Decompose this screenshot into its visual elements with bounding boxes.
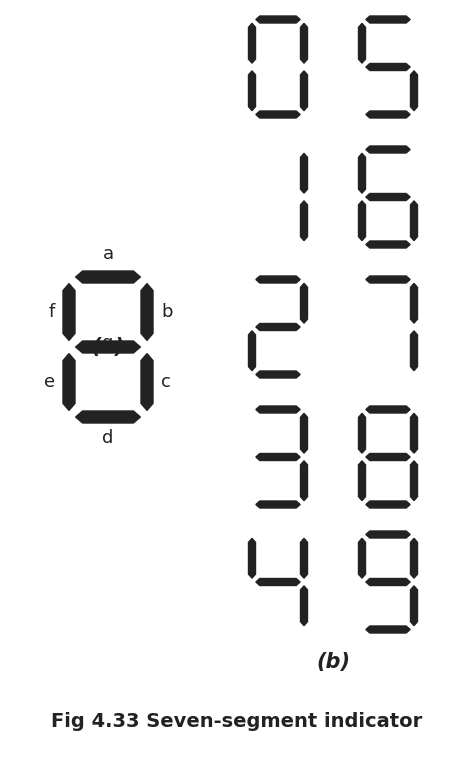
Polygon shape: [63, 284, 75, 341]
Polygon shape: [366, 146, 410, 153]
Polygon shape: [366, 501, 410, 508]
Polygon shape: [366, 276, 410, 283]
Polygon shape: [301, 71, 308, 110]
Polygon shape: [358, 538, 365, 578]
Polygon shape: [301, 283, 308, 323]
Text: (b): (b): [316, 652, 350, 672]
Polygon shape: [410, 413, 418, 453]
Polygon shape: [366, 111, 410, 118]
Polygon shape: [366, 64, 410, 71]
Polygon shape: [366, 241, 410, 248]
Polygon shape: [75, 341, 140, 353]
Polygon shape: [358, 153, 365, 193]
Text: (a): (a): [91, 337, 125, 357]
Polygon shape: [301, 461, 308, 501]
Text: c: c: [161, 373, 171, 391]
Polygon shape: [358, 201, 365, 241]
Text: e: e: [44, 373, 55, 391]
Text: g: g: [102, 334, 114, 352]
Polygon shape: [256, 406, 300, 413]
Text: f: f: [49, 303, 55, 321]
Polygon shape: [301, 23, 308, 63]
Polygon shape: [358, 461, 365, 501]
Polygon shape: [410, 538, 418, 578]
Polygon shape: [301, 586, 308, 626]
Polygon shape: [366, 453, 410, 460]
Polygon shape: [410, 283, 418, 323]
Polygon shape: [410, 201, 418, 241]
Polygon shape: [301, 153, 308, 193]
Polygon shape: [410, 586, 418, 626]
Polygon shape: [75, 271, 140, 283]
Polygon shape: [301, 413, 308, 453]
Polygon shape: [248, 538, 255, 578]
Polygon shape: [301, 538, 308, 578]
Polygon shape: [75, 411, 140, 423]
Polygon shape: [256, 501, 300, 508]
Polygon shape: [248, 71, 255, 110]
Text: b: b: [161, 303, 173, 321]
Polygon shape: [63, 354, 75, 410]
Polygon shape: [256, 111, 300, 118]
Text: a: a: [102, 245, 114, 263]
Polygon shape: [141, 284, 153, 341]
Polygon shape: [256, 578, 300, 585]
Polygon shape: [366, 578, 410, 585]
Polygon shape: [358, 23, 365, 63]
Polygon shape: [358, 413, 365, 453]
Polygon shape: [410, 331, 418, 370]
Polygon shape: [248, 23, 255, 63]
Polygon shape: [366, 16, 410, 23]
Polygon shape: [256, 324, 300, 331]
Polygon shape: [256, 276, 300, 283]
Polygon shape: [256, 371, 300, 378]
Polygon shape: [248, 331, 255, 370]
Polygon shape: [141, 354, 153, 410]
Text: Fig 4.33 Seven-segment indicator: Fig 4.33 Seven-segment indicator: [51, 712, 423, 731]
Polygon shape: [301, 201, 308, 241]
Polygon shape: [366, 406, 410, 413]
Polygon shape: [366, 531, 410, 538]
Polygon shape: [410, 461, 418, 501]
Polygon shape: [256, 16, 300, 23]
Polygon shape: [366, 626, 410, 633]
Text: d: d: [102, 429, 114, 447]
Polygon shape: [366, 193, 410, 200]
Polygon shape: [410, 71, 418, 110]
Polygon shape: [256, 453, 300, 460]
